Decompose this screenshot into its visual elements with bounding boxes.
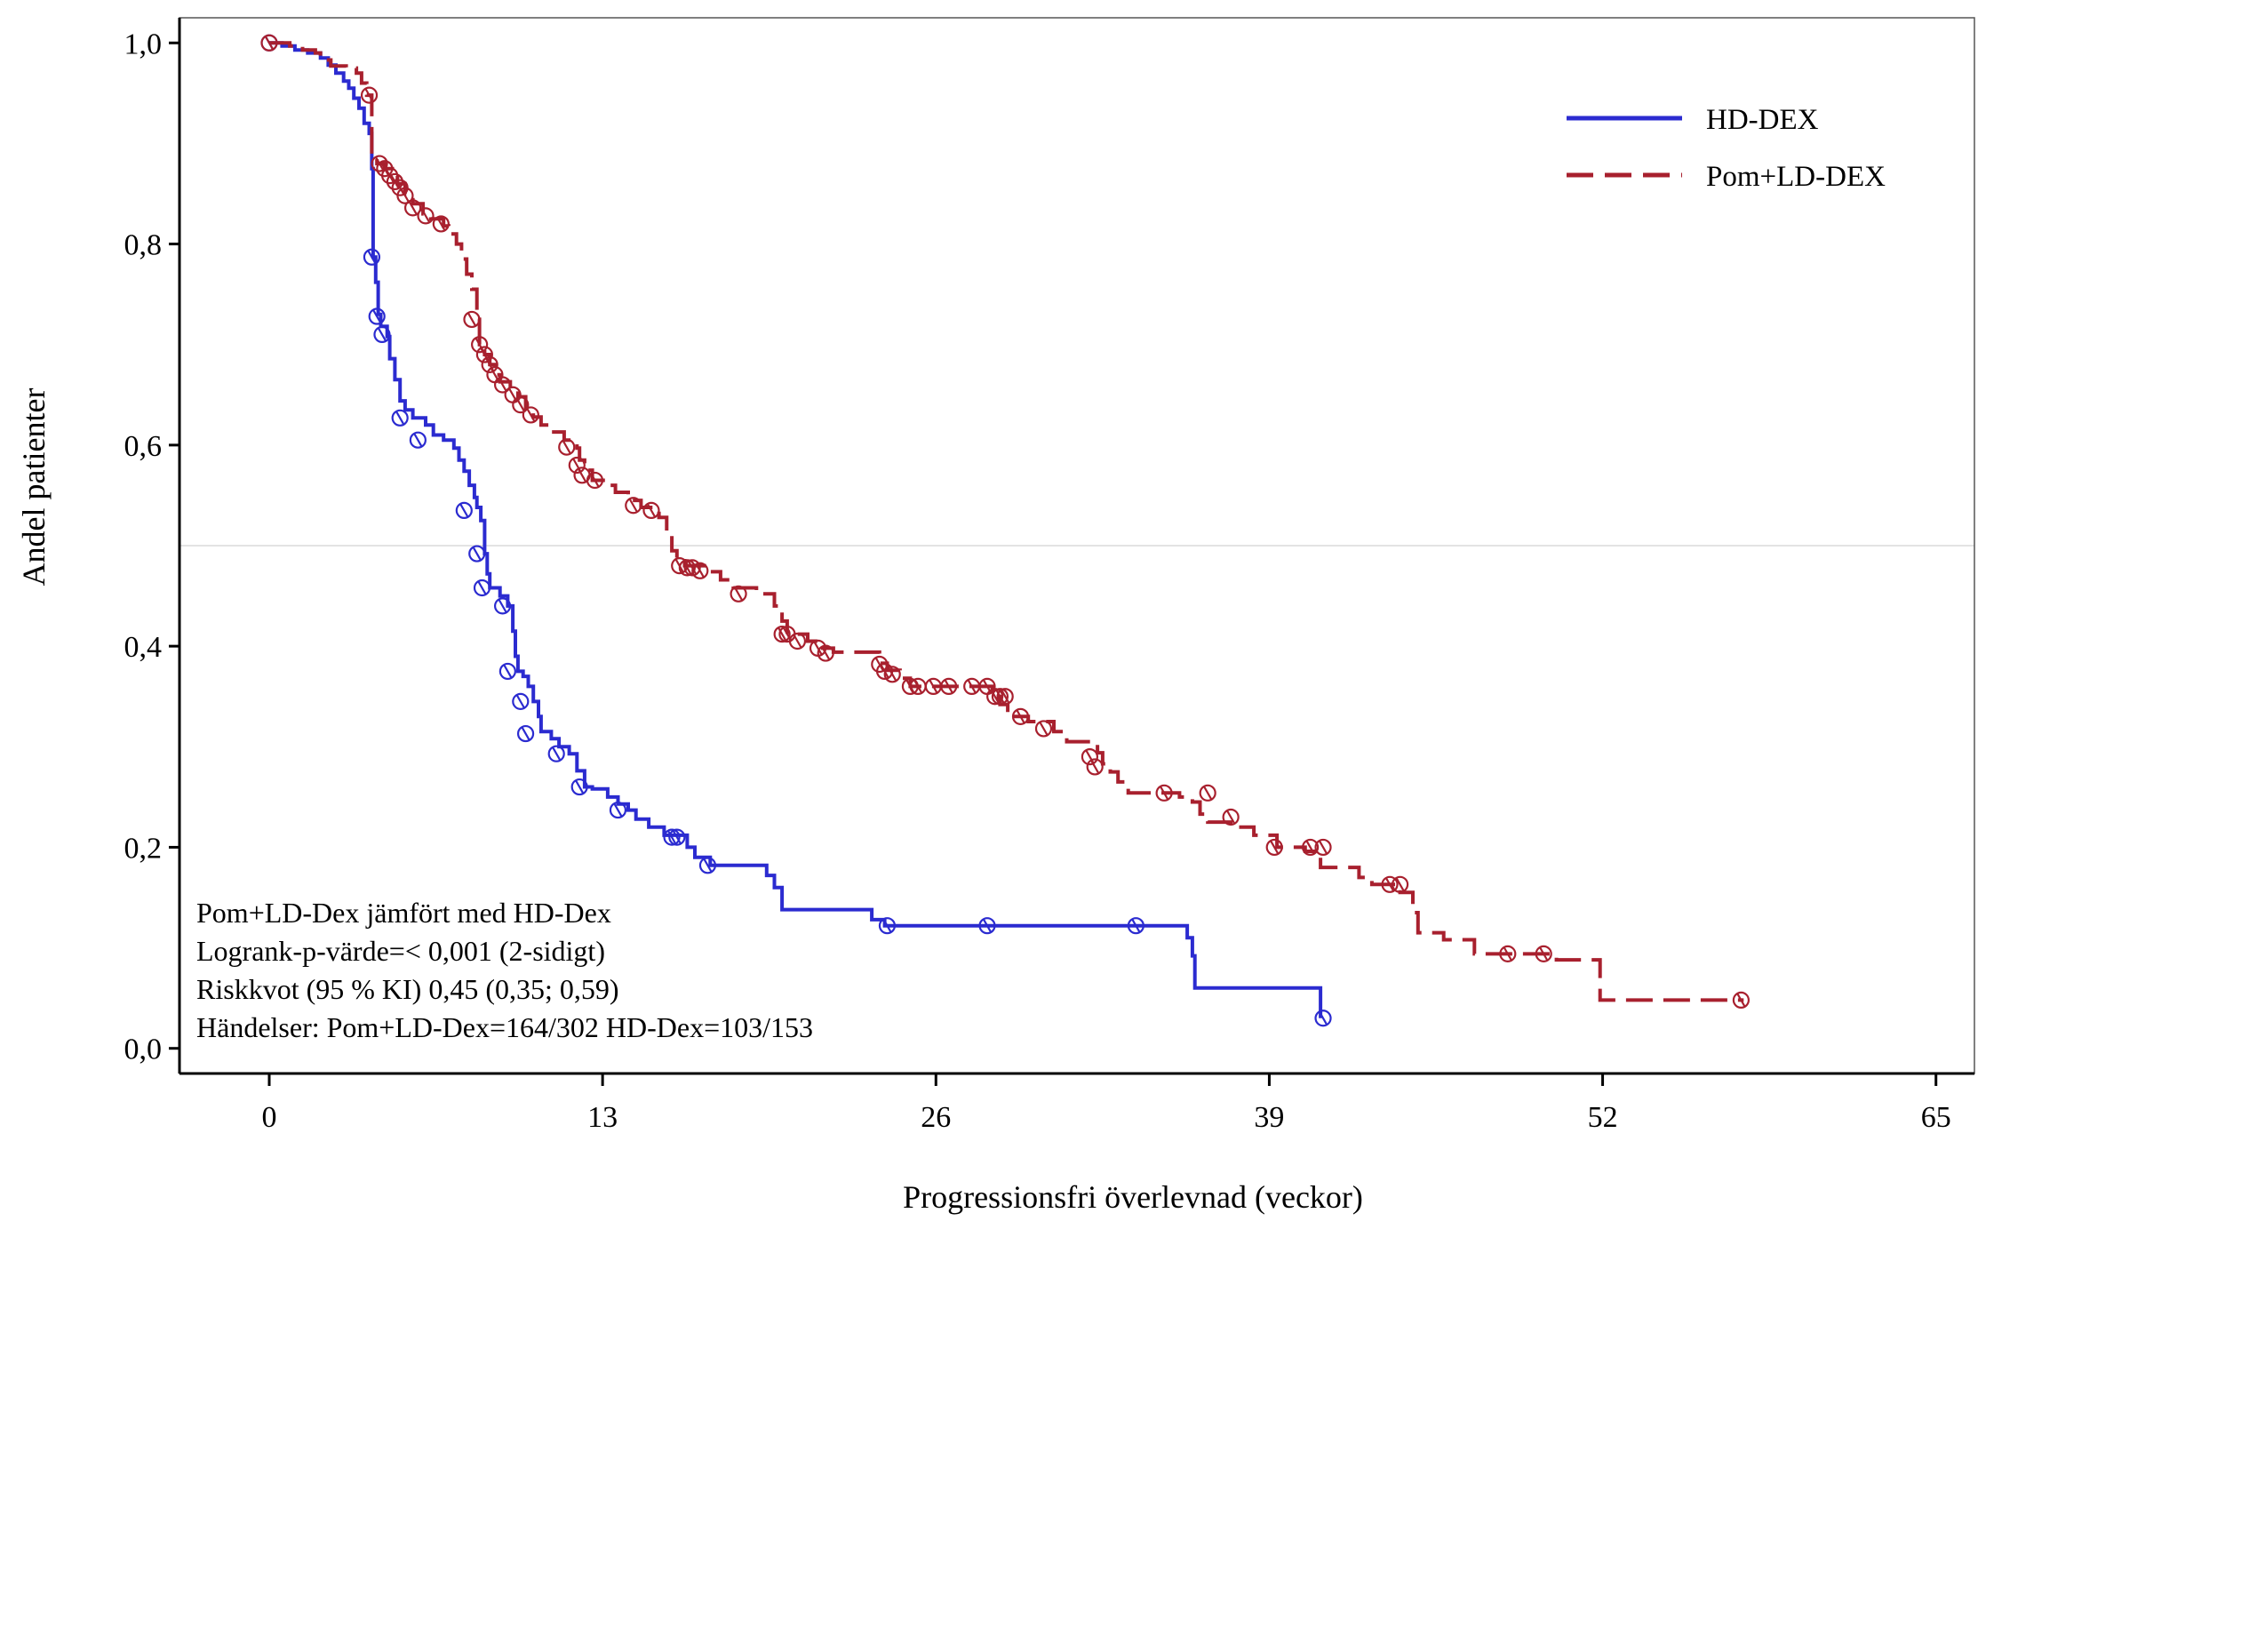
- censor-mark-hd-dex: [512, 692, 530, 710]
- censor-mark-hd-dex: [409, 431, 427, 449]
- censor-mark-pom-ld-dex: [1265, 838, 1283, 857]
- censor-mark-pom-ld-dex: [432, 215, 450, 233]
- censor-mark-hd-dex: [878, 917, 897, 935]
- censor-mark-pom-ld-dex: [1499, 945, 1517, 962]
- censor-mark-pom-ld-dex: [678, 559, 696, 577]
- censor-mark-pom-ld-dex: [522, 406, 539, 424]
- censor-mark-pom-ld-dex: [404, 199, 422, 217]
- censor-mark-pom-ld-dex: [1155, 784, 1173, 802]
- censor-mark-pom-ld-dex: [1314, 838, 1332, 857]
- censor-mark-hd-dex: [1127, 917, 1144, 935]
- km-curve-pom-ld-dex: [269, 41, 1744, 1002]
- x-tick-label: 0: [262, 1101, 277, 1134]
- censor-mark-pom-ld-dex: [586, 471, 604, 490]
- censor-mark-hd-dex: [609, 801, 627, 819]
- legend-label-pom-ld-dex: Pom+LD-DEX: [1706, 161, 1886, 193]
- y-axis-title: Andel patienter: [16, 388, 52, 587]
- censor-mark-pom-ld-dex: [1732, 991, 1751, 1010]
- legend-label-hd-dex: HD-DEX: [1706, 104, 1819, 136]
- censor-mark-hd-dex: [473, 579, 491, 597]
- censor-mark-hd-dex: [698, 857, 717, 874]
- censor-mark-pom-ld-dex: [1199, 784, 1216, 802]
- censor-mark-hd-dex: [1314, 1010, 1332, 1027]
- y-tick-label: 0,8: [124, 229, 163, 262]
- x-axis-title: Progressionsfri överlevnad (veckor): [903, 1179, 1363, 1215]
- censor-mark-pom-ld-dex: [730, 585, 747, 603]
- x-tick-label: 52: [1588, 1101, 1618, 1134]
- censor-mark-pom-ld-dex: [625, 497, 642, 515]
- censor-mark-pom-ld-dex: [1391, 875, 1409, 893]
- y-tick-label: 0,6: [124, 430, 163, 463]
- censor-mark-pom-ld-dex: [1535, 945, 1552, 962]
- censor-mark-hd-dex: [978, 917, 996, 935]
- censor-mark-hd-dex: [668, 828, 686, 846]
- censor-mark-pom-ld-dex: [260, 34, 278, 52]
- censor-mark-pom-ld-dex: [996, 688, 1014, 706]
- censor-mark-hd-dex: [391, 409, 409, 427]
- censor-mark-pom-ld-dex: [1034, 720, 1053, 738]
- y-tick-label: 0,0: [124, 1033, 163, 1066]
- x-tick-label: 65: [1921, 1101, 1951, 1134]
- x-tick-label: 39: [1254, 1101, 1284, 1134]
- censor-mark-pom-ld-dex: [558, 438, 576, 456]
- censor-mark-hd-dex: [455, 501, 473, 520]
- censor-mark-pom-ld-dex: [773, 625, 791, 643]
- censor-mark-pom-ld-dex: [1381, 875, 1399, 893]
- censor-mark-pom-ld-dex: [1301, 838, 1320, 857]
- censor-mark-pom-ld-dex: [642, 501, 660, 520]
- stats-line-2: Logrank-p-värde=< 0,001 (2-sidigt): [196, 935, 605, 967]
- censor-mark-pom-ld-dex: [360, 86, 379, 104]
- y-tick-label: 0,2: [124, 832, 163, 865]
- censor-mark-pom-ld-dex: [493, 376, 512, 394]
- stats-annotation: Pom+LD-Dex jämfört med HD-Dex Logrank-p-…: [196, 897, 813, 1043]
- stats-line-1: Pom+LD-Dex jämfört med HD-Dex: [196, 897, 611, 929]
- stats-line-3: Riskkvot (95 % KI) 0,45 (0,35; 0,59): [196, 973, 619, 1005]
- censor-mark-pom-ld-dex: [986, 688, 1004, 706]
- censor-mark-pom-ld-dex: [396, 187, 414, 204]
- censor-mark-pom-ld-dex: [691, 562, 709, 579]
- censor-mark-pom-ld-dex: [1011, 707, 1030, 725]
- stats-line-4: Händelser: Pom+LD-Dex=164/302 HD-Dex=103…: [196, 1011, 813, 1043]
- censor-mark-pom-ld-dex: [991, 688, 1009, 706]
- censor-mark-hd-dex: [368, 307, 386, 325]
- censor-mark-hd-dex: [468, 545, 486, 563]
- censor-mark-hd-dex: [373, 325, 391, 343]
- x-tick-label: 26: [921, 1101, 951, 1134]
- censor-mark-pom-ld-dex: [817, 644, 834, 662]
- km-curve-hd-dex: [269, 41, 1323, 1018]
- censor-mark-pom-ld-dex: [1086, 758, 1104, 776]
- y-tick-label: 0,4: [124, 631, 163, 664]
- legend: HD-DEX Pom+LD-DEX: [1567, 104, 1886, 193]
- censor-mark-hd-dex: [363, 248, 381, 266]
- censor-mark-pom-ld-dex: [1222, 808, 1240, 826]
- censor-mark-pom-ld-dex: [940, 677, 958, 696]
- censor-mark-hd-dex: [498, 662, 516, 681]
- x-tick-label: 13: [587, 1101, 618, 1134]
- censor-mark-hd-dex: [493, 597, 512, 615]
- censor-mark-pom-ld-dex: [788, 632, 807, 650]
- y-tick-label: 1,0: [124, 28, 163, 60]
- censor-mark-pom-ld-dex: [463, 310, 481, 329]
- censor-mark-pom-ld-dex: [883, 666, 901, 683]
- censor-mark-pom-ld-dex: [417, 207, 435, 225]
- censor-mark-hd-dex: [547, 745, 565, 762]
- censor-mark-hd-dex: [516, 724, 535, 743]
- censor-mark-pom-ld-dex: [512, 396, 530, 414]
- censor-mark-hd-dex: [570, 778, 588, 796]
- censor-mark-hd-dex: [663, 828, 681, 846]
